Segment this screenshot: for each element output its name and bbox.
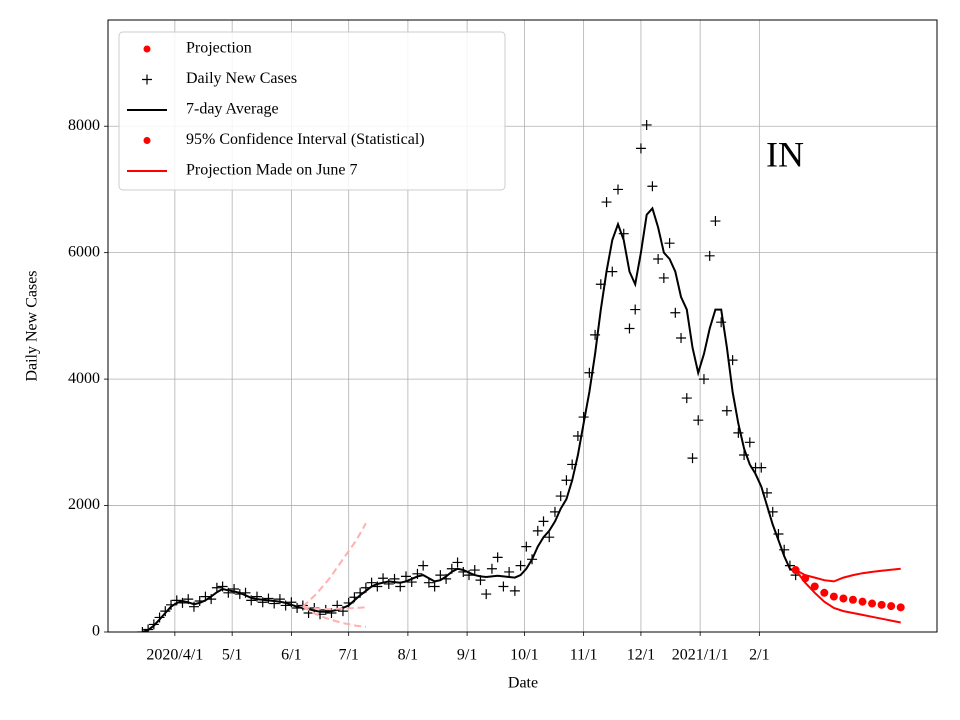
x-tick-label: 5/1 — [222, 647, 242, 664]
projection-point — [887, 602, 896, 611]
legend-marker — [143, 45, 151, 53]
daily-point — [532, 525, 543, 536]
daily-point — [429, 581, 440, 592]
daily-point — [613, 184, 624, 195]
daily-point — [756, 462, 767, 473]
daily-point — [400, 571, 411, 582]
x-axis-label: Date — [508, 675, 538, 692]
daily-point — [630, 304, 641, 315]
x-tick-label: 2021/1/1 — [672, 647, 729, 664]
daily-point — [716, 317, 727, 328]
projection-point — [839, 594, 848, 603]
x-tick-label: 9/1 — [457, 647, 477, 664]
daily-point — [693, 415, 704, 426]
interval-line — [794, 569, 901, 624]
x-tick-label: 6/1 — [281, 647, 301, 664]
daily-point — [676, 333, 687, 344]
daily-point — [744, 437, 755, 448]
legend-label: Projection — [186, 40, 252, 57]
x-tick-label: 10/1 — [510, 647, 538, 664]
daily-point — [601, 197, 612, 208]
legend-box — [118, 31, 506, 191]
plot-frame — [107, 19, 938, 633]
daily-point — [698, 374, 709, 385]
daily-point — [435, 570, 446, 581]
y-tick-label: 4000 — [68, 370, 100, 387]
projection-point — [791, 566, 800, 575]
daily-point — [687, 453, 698, 464]
daily-point — [452, 557, 463, 568]
projection-point — [820, 588, 829, 597]
daily-point — [481, 589, 492, 600]
legend-label: 7-day Average — [186, 101, 279, 118]
projection-point — [810, 582, 819, 591]
interval-line — [795, 567, 901, 583]
average-line — [142, 206, 797, 632]
y-tick-label: 0 — [92, 623, 100, 640]
daily-point — [137, 627, 148, 632]
legend-label: 95% Confidence Interval (Statistical) — [186, 131, 425, 148]
daily-point — [498, 581, 509, 592]
daily-point — [647, 181, 658, 192]
daily-point — [641, 119, 652, 130]
daily-point — [624, 323, 635, 334]
daily-point — [509, 585, 520, 596]
legend-label: Projection Made on June 7 — [186, 162, 358, 179]
daily-point — [544, 532, 555, 543]
daily-point — [710, 216, 721, 227]
june7-line — [302, 605, 366, 611]
daily-point — [538, 516, 549, 527]
daily-point — [263, 593, 274, 604]
annotation: IN — [766, 134, 804, 174]
projection-point — [896, 603, 905, 612]
daily-point — [378, 573, 389, 584]
plot-area — [137, 119, 905, 632]
x-tick-label: 2/1 — [749, 647, 769, 664]
projection-point — [848, 595, 857, 604]
daily-point — [492, 552, 503, 563]
daily-point — [515, 560, 526, 571]
legend-marker — [142, 74, 152, 85]
projection-point — [801, 574, 810, 583]
daily-point — [486, 563, 497, 574]
projection-point — [868, 599, 877, 608]
daily-point — [561, 475, 572, 486]
daily-point — [704, 250, 715, 261]
daily-point — [653, 253, 664, 264]
y-tick-label: 6000 — [68, 243, 100, 260]
x-tick-label: 8/1 — [398, 647, 418, 664]
daily-point — [681, 393, 692, 404]
y-tick-label: 8000 — [68, 117, 100, 134]
daily-point — [469, 565, 480, 576]
legend-marker — [143, 137, 151, 144]
x-tick-label: 11/1 — [570, 647, 598, 664]
legend-label: Daily New Cases — [186, 70, 297, 87]
y-tick-label: 2000 — [68, 496, 100, 513]
daily-point — [664, 238, 675, 249]
june7-line — [302, 605, 367, 628]
daily-point — [635, 143, 646, 154]
y-axis-label: Daily New Cases — [24, 270, 41, 381]
daily-point — [521, 541, 532, 552]
projection-point — [829, 592, 838, 601]
june7-line — [302, 522, 367, 608]
projection-point — [877, 600, 886, 609]
projection-point — [858, 597, 867, 606]
daily-point — [607, 266, 618, 277]
daily-point — [733, 427, 744, 438]
daily-point — [504, 566, 515, 577]
daily-point — [670, 307, 681, 318]
x-tick-label: 12/1 — [627, 647, 655, 664]
daily-point — [658, 272, 669, 283]
x-tick-label: 7/1 — [338, 647, 358, 664]
x-tick-label: 2020/4/1 — [146, 647, 203, 664]
daily-point — [418, 560, 429, 571]
legend: Projection Daily New Cases 7-day Average 95… — [118, 31, 506, 191]
daily-point — [721, 405, 732, 416]
daily-point — [555, 491, 566, 502]
